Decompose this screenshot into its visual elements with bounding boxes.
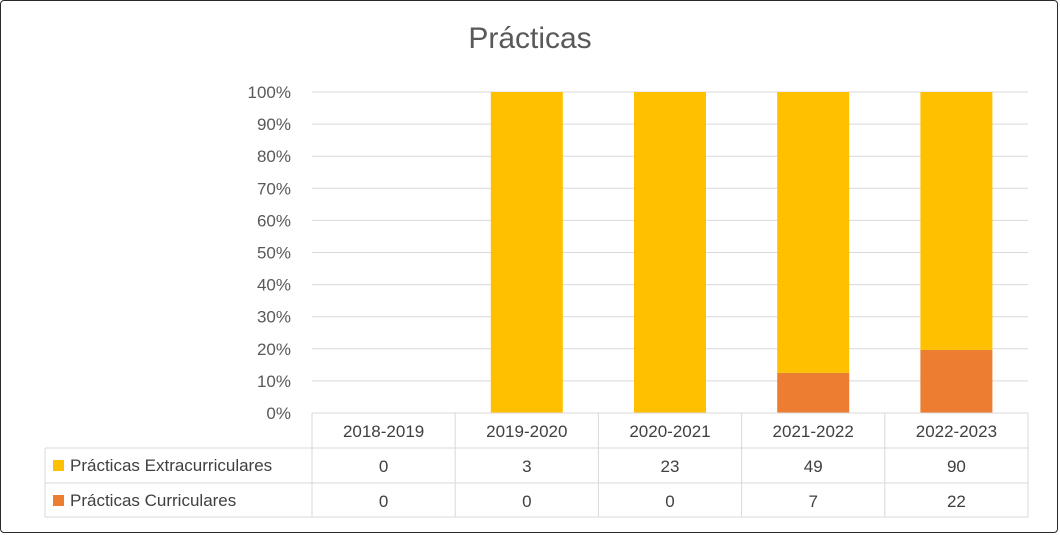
x-tick-label: 2022-2023 bbox=[916, 422, 997, 441]
legend-label: Prácticas Extracurriculares bbox=[70, 456, 272, 475]
y-tick-label: 100% bbox=[248, 83, 291, 102]
data-cell: 49 bbox=[804, 457, 823, 476]
data-cell: 22 bbox=[947, 492, 966, 511]
bar-segment bbox=[490, 92, 563, 413]
y-tick-label: 80% bbox=[257, 147, 291, 166]
bar-segment bbox=[777, 372, 850, 413]
data-cell: 0 bbox=[665, 492, 674, 511]
y-tick-label: 0% bbox=[266, 404, 291, 423]
bar-segment bbox=[920, 92, 993, 350]
x-tick-label: 2020-2021 bbox=[629, 422, 710, 441]
chart-title: Prácticas bbox=[468, 22, 592, 55]
y-tick-label: 40% bbox=[257, 276, 291, 295]
y-tick-label: 20% bbox=[257, 340, 291, 359]
data-table: 2018-2019 2019-2020 2020-2021 2021-2022 2022… bbox=[44, 412, 1029, 518]
x-tick-label: 2018-2019 bbox=[343, 422, 424, 441]
bar-segment bbox=[920, 349, 993, 413]
bar-segment bbox=[777, 92, 850, 373]
legend-key bbox=[53, 460, 64, 471]
data-cell: 0 bbox=[522, 492, 531, 511]
data-cell: 3 bbox=[522, 457, 531, 476]
y-tick-label: 90% bbox=[257, 115, 291, 134]
data-cell: 0 bbox=[379, 457, 388, 476]
data-cell: 90 bbox=[947, 457, 966, 476]
y-tick-label: 30% bbox=[257, 308, 291, 327]
legend-key bbox=[53, 495, 64, 506]
data-cell: 0 bbox=[379, 492, 388, 511]
y-tick-label: 70% bbox=[257, 179, 291, 198]
y-tick-label: 10% bbox=[257, 372, 291, 391]
bar-segment bbox=[634, 92, 706, 413]
x-tick-label: 2019-2020 bbox=[486, 422, 567, 441]
y-axis: 0% 10% 20% 30% 40% 50% 60% 70% 80% 90% 100% bbox=[248, 83, 291, 423]
bars bbox=[490, 92, 993, 413]
legend-label: Prácticas Curriculares bbox=[70, 491, 236, 510]
y-tick-label: 60% bbox=[257, 211, 291, 230]
data-cell: 7 bbox=[808, 492, 817, 511]
x-tick-label: 2021-2022 bbox=[773, 422, 854, 441]
y-tick-label: 50% bbox=[257, 244, 291, 263]
data-cell: 23 bbox=[661, 457, 680, 476]
